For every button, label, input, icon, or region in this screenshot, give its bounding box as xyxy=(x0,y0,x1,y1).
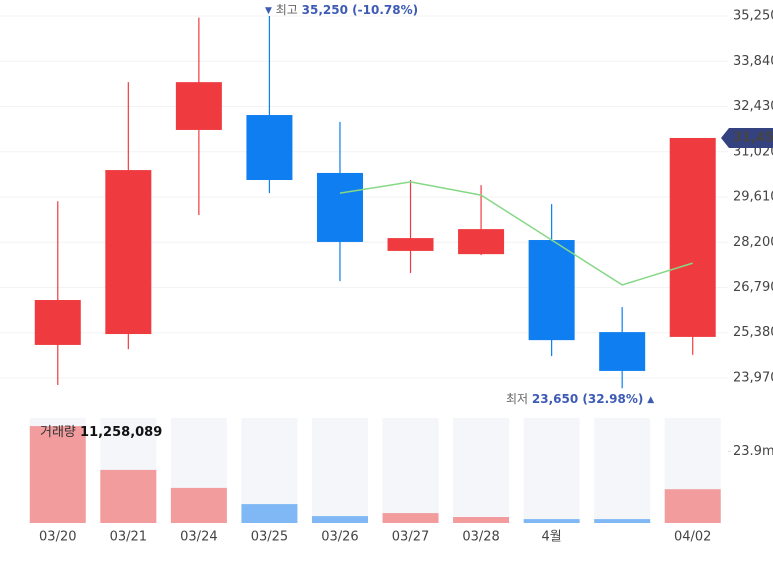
volume-column-bg xyxy=(523,418,580,523)
price-tag xyxy=(721,127,773,148)
price-tag-label: 31,450 xyxy=(733,130,773,145)
candle-body xyxy=(458,229,505,255)
volume-bar xyxy=(311,516,368,523)
candle-body xyxy=(599,332,646,371)
high-text: 35,250 (-10.78%) xyxy=(302,3,418,17)
y-tick-label: 23,970 xyxy=(733,370,773,385)
volume-label: 거래량 xyxy=(40,425,76,440)
y-tick-label: 33,840 xyxy=(733,54,773,69)
candle-body xyxy=(175,82,222,130)
high-annotation: ▼ 최고 35,250 (-10.78%) xyxy=(265,3,418,17)
candle-body xyxy=(387,238,434,251)
candle-body xyxy=(669,137,716,337)
x-tick-label: 03/27 xyxy=(392,530,429,545)
volume-bar xyxy=(170,487,227,523)
volume-column-bg xyxy=(453,418,510,523)
x-tick-label: 03/20 xyxy=(39,530,76,545)
candle-body xyxy=(34,300,81,345)
volume-bar xyxy=(241,504,298,523)
y-tick-label: 28,200 xyxy=(733,235,773,250)
x-tick-label: 04/02 xyxy=(674,530,711,545)
y-tick-label: 29,610 xyxy=(733,190,773,205)
volume-bar xyxy=(664,489,721,523)
low-label: 최저 xyxy=(506,392,528,406)
volume-column-bg xyxy=(382,418,439,523)
high-label: 최고 xyxy=(276,3,298,17)
x-tick-label: 4월 xyxy=(542,530,562,545)
candle-body xyxy=(105,170,152,335)
volume-bar xyxy=(382,513,439,523)
y-tick-label: 26,790 xyxy=(733,280,773,295)
candle-body xyxy=(528,240,575,341)
candle-body xyxy=(246,115,293,181)
candle-body xyxy=(316,172,363,242)
volume-bar xyxy=(29,426,86,523)
y-tick-label: 32,430 xyxy=(733,99,773,114)
low-text: 23,650 (32.98%) xyxy=(532,392,643,406)
volume-tick-label: 23.9m xyxy=(733,444,773,459)
volume-bar xyxy=(594,519,651,523)
x-tick-label: 03/24 xyxy=(180,530,217,545)
volume-bar xyxy=(100,469,157,523)
x-tick-label: 03/28 xyxy=(462,530,499,545)
x-tick-label: 03/26 xyxy=(321,530,358,545)
y-tick-label: 35,250 xyxy=(733,9,773,24)
y-tick-label: 31,020 xyxy=(733,144,773,159)
low-annotation: 최저 23,650 (32.98%) ▲ xyxy=(506,392,654,406)
volume-title: 거래량 11,258,089 xyxy=(40,425,162,440)
volume-column-bg xyxy=(594,418,651,523)
volume-bar xyxy=(523,519,580,523)
volume-bar xyxy=(453,517,510,523)
volume-last: 11,258,089 xyxy=(80,425,162,440)
moving-average-line xyxy=(339,181,693,286)
volume-column-bg xyxy=(311,418,368,523)
x-tick-label: 03/21 xyxy=(110,530,147,545)
x-tick-label: 03/25 xyxy=(251,530,288,545)
y-tick-label: 25,380 xyxy=(733,325,773,340)
